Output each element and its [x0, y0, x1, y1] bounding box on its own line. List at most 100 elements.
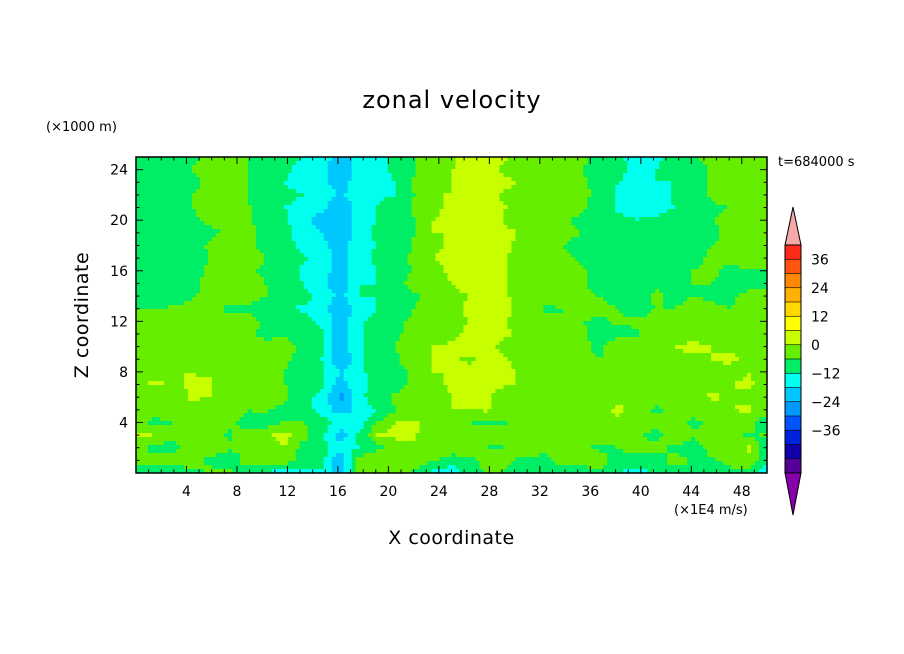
contour-cell [367, 261, 373, 266]
contour-cell [143, 209, 149, 214]
contour-cell [635, 265, 640, 270]
contour-cell [283, 197, 289, 202]
contour-cell [443, 245, 449, 250]
contour-cell [343, 233, 349, 238]
contour-cell [327, 269, 333, 274]
contour-cell [683, 157, 688, 162]
contour-cell [259, 273, 265, 278]
contour-cell [251, 165, 257, 170]
contour-cell [191, 257, 197, 262]
time-label: t=684000 s [778, 155, 855, 170]
contour-cell [439, 193, 445, 198]
contour-cell [567, 209, 572, 214]
contour-cell [735, 205, 740, 210]
contour-cell [651, 197, 656, 202]
contour-cell [411, 261, 417, 266]
contour-cell [431, 213, 437, 218]
contour-cell [643, 249, 648, 254]
contour-cell [203, 265, 209, 270]
contour-cell [487, 229, 493, 234]
contour-cell [663, 201, 668, 206]
contour-cell [763, 181, 767, 186]
contour-cell [651, 181, 656, 186]
contour-cell [703, 169, 708, 174]
contour-cell [635, 273, 640, 278]
contour-cell [227, 205, 233, 210]
contour-cell [295, 185, 301, 190]
contour-cell [355, 205, 361, 210]
contour-cell [655, 157, 660, 162]
contour-cell [155, 249, 161, 254]
contour-cell [183, 233, 189, 238]
contour-cell [399, 161, 405, 166]
contour-cell [519, 177, 524, 182]
contour-cell [479, 201, 485, 206]
contour-cell [707, 225, 712, 230]
contour-cell [471, 161, 477, 166]
contour-cell [455, 257, 461, 262]
contour-cell [351, 169, 357, 174]
contour-cell [207, 229, 213, 234]
contour-cell [431, 185, 437, 190]
contour-cell [175, 281, 181, 286]
contour-cell [607, 185, 612, 190]
contour-cell [579, 225, 584, 230]
contour-cell [207, 213, 213, 218]
contour-cell [139, 225, 145, 230]
contour-cell [619, 261, 624, 266]
contour-cell [295, 265, 301, 270]
contour-cell [187, 169, 193, 174]
contour-cell [551, 233, 556, 238]
contour-cell [299, 197, 305, 202]
contour-cell [139, 265, 145, 270]
contour-cell [763, 189, 767, 194]
contour-cell [247, 241, 253, 246]
contour-cell [215, 241, 221, 246]
contour-cell [411, 161, 417, 166]
contour-cell [267, 221, 273, 226]
contour-cell [471, 177, 477, 182]
contour-cell [491, 169, 497, 174]
contour-cell [367, 269, 373, 274]
contour-cell [603, 245, 608, 250]
contour-cell [415, 261, 421, 266]
contour-cell [215, 265, 221, 270]
contour-cell [279, 185, 285, 190]
contour-cell [403, 225, 409, 230]
contour-cell [175, 229, 181, 234]
contour-cell [451, 257, 457, 262]
contour-cell [547, 253, 552, 258]
contour-cell [279, 233, 285, 238]
contour-cell [603, 177, 608, 182]
contour-cell [439, 269, 445, 274]
contour-cell [195, 193, 201, 198]
contour-cell [383, 245, 389, 250]
contour-cell [319, 281, 325, 286]
contour-cell [479, 237, 485, 242]
contour-cell [383, 249, 389, 254]
contour-cell [363, 173, 369, 178]
contour-cell [399, 205, 405, 210]
contour-cell [347, 245, 353, 250]
contour-cell [723, 189, 728, 194]
contour-cell [559, 253, 564, 258]
contour-cell [151, 193, 157, 198]
contour-cell [507, 221, 513, 226]
contour-cell [427, 217, 433, 222]
contour-cell [459, 217, 465, 222]
contour-cell [259, 281, 265, 286]
contour-cell [619, 165, 624, 170]
contour-cell [343, 245, 349, 250]
contour-cell [627, 177, 632, 182]
contour-cell [287, 229, 293, 234]
contour-cell [395, 229, 401, 234]
contour-cell [327, 205, 333, 210]
contour-cell [707, 193, 712, 198]
contour-cell [155, 201, 161, 206]
contour-cell [639, 185, 644, 190]
contour-cell [463, 205, 469, 210]
contour-cell [395, 189, 401, 194]
contour-cell [631, 169, 636, 174]
contour-cell [211, 189, 217, 194]
contour-cell [167, 265, 173, 270]
